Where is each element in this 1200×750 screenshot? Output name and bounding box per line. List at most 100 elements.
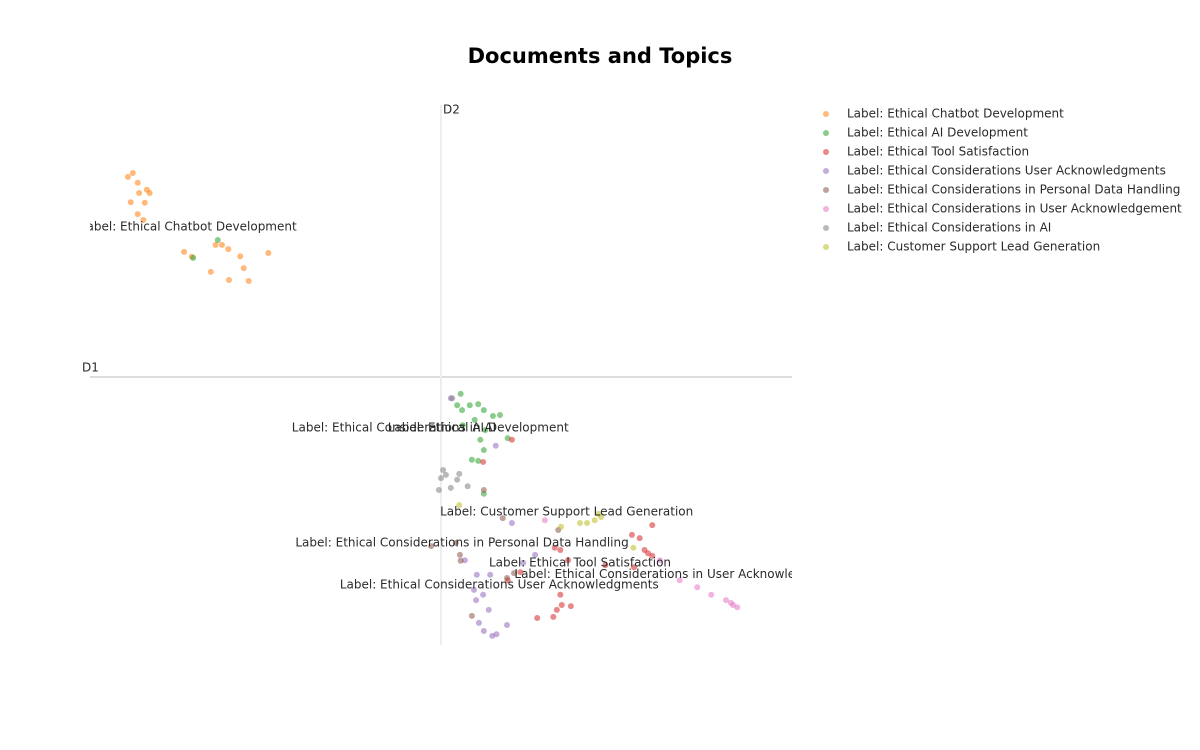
point (265, 249, 272, 256)
point (447, 484, 454, 491)
point (694, 584, 701, 591)
point (214, 237, 221, 243)
legend-label: Label: Ethical Considerations in AI (847, 221, 1051, 235)
annotation: Label: Customer Support Lead Generation (440, 505, 693, 519)
legend-marker (823, 130, 829, 136)
point (591, 517, 598, 524)
point (245, 278, 252, 285)
legend-label: Label: Ethical Tool Satisfaction (847, 145, 1029, 159)
point (657, 557, 664, 564)
point (645, 550, 652, 557)
point (628, 531, 635, 538)
legend-label: Label: Ethical AI Development (847, 126, 1028, 140)
point (477, 436, 484, 443)
point (503, 575, 510, 582)
points (124, 170, 741, 639)
point (454, 476, 461, 483)
point (636, 535, 643, 542)
legend-marker (823, 111, 829, 117)
point (567, 603, 574, 610)
point (438, 475, 444, 482)
legend-label: Label: Ethical Considerations in User Ac… (847, 202, 1182, 216)
point (649, 522, 656, 529)
point (129, 170, 136, 177)
chart-title: Documents and Topics (468, 44, 733, 68)
point (532, 551, 539, 558)
point (473, 571, 480, 578)
point (456, 470, 463, 477)
annotation: Label: Ethical Tool Satisfaction (489, 555, 671, 569)
annotations: Label: Ethical Chatbot Development Label:… (80, 220, 792, 592)
point (598, 514, 605, 521)
point (631, 564, 638, 571)
point (551, 544, 558, 551)
legend-marker (823, 244, 829, 250)
legend-label: Label: Customer Support Lead Generation (847, 240, 1100, 254)
point (517, 569, 524, 576)
point (499, 515, 506, 522)
point (723, 597, 730, 604)
point (576, 519, 583, 526)
point (520, 559, 527, 566)
point (456, 502, 463, 509)
point (459, 407, 466, 414)
point (727, 599, 734, 606)
legend-marker (823, 206, 829, 212)
point (487, 571, 494, 578)
point (470, 586, 477, 593)
legend-marker (823, 149, 829, 155)
point (480, 627, 487, 634)
point (464, 483, 471, 490)
point (456, 551, 463, 558)
point (558, 602, 565, 609)
point (212, 241, 219, 248)
point (558, 523, 565, 530)
point (534, 615, 541, 621)
annotation: Label: Ethical Considerations in Persona… (295, 535, 628, 549)
point (440, 467, 447, 474)
legend-label: Label: Ethical Considerations User Ackno… (847, 164, 1166, 178)
legend-label: Label: Ethical Chatbot Development (847, 107, 1064, 121)
legend-label: Label: Ethical Considerations in Persona… (847, 183, 1180, 197)
point (493, 631, 500, 638)
point (708, 591, 715, 598)
point (482, 427, 489, 434)
point (584, 519, 591, 526)
point (146, 190, 153, 197)
point (565, 557, 572, 564)
annotation: Label: Ethical Chatbot Development (80, 220, 297, 234)
point (225, 246, 232, 253)
legend: Label: Ethical Chatbot Development Label:… (823, 107, 1182, 254)
annotation: Label: Ethical Considerations User Ackno… (340, 578, 659, 592)
legend-marker (823, 187, 829, 193)
point (454, 402, 461, 409)
point (475, 457, 482, 464)
point (466, 402, 473, 409)
point (468, 456, 475, 463)
point (557, 591, 564, 598)
point (124, 173, 131, 180)
y-axis-label: D2 (443, 103, 460, 117)
point (240, 265, 247, 272)
point (442, 471, 449, 478)
point (480, 447, 487, 454)
point (457, 557, 464, 564)
point (602, 562, 609, 569)
point (475, 401, 482, 408)
point (449, 395, 456, 402)
point (207, 268, 214, 275)
point (489, 413, 496, 420)
point (459, 422, 466, 429)
point (492, 442, 499, 449)
point (496, 411, 503, 418)
point (457, 390, 464, 397)
point (508, 436, 515, 443)
point (134, 211, 141, 218)
point (480, 591, 487, 598)
point (225, 276, 232, 283)
point (435, 487, 442, 494)
x-axis-label: D1 (82, 361, 99, 375)
point (471, 416, 478, 423)
point (734, 604, 741, 611)
